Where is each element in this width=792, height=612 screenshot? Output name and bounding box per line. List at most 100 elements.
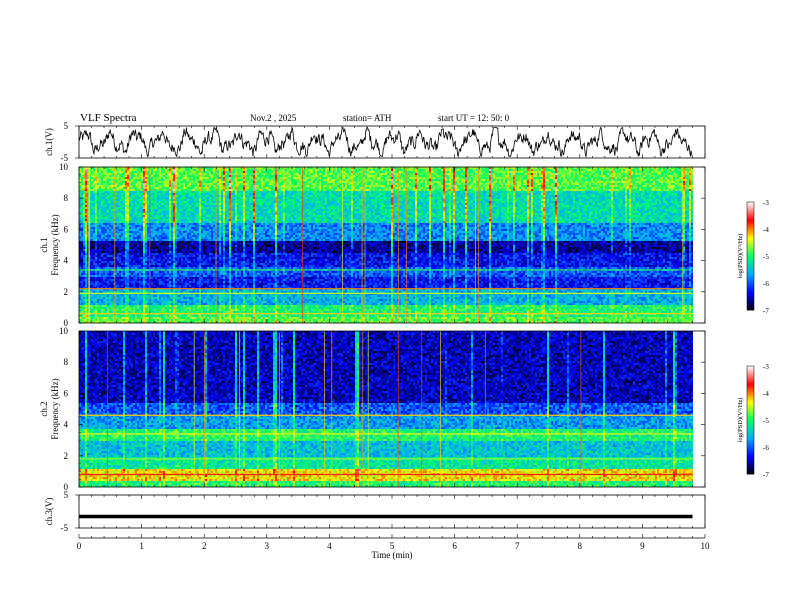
spectrum-cell [97,301,99,303]
spectrum-cell [95,179,97,181]
spectrum-cell [101,181,103,183]
spectrum-cell [99,171,101,173]
spectrum-cell [93,221,95,223]
spectrum-cell [85,297,87,299]
spectrum-cell [85,183,87,185]
spectrum-cell [93,297,95,299]
spectrum-cell [99,175,101,177]
spectrum-cell [93,299,95,301]
spectrum-cell [93,225,95,227]
spectrum-cell [99,307,101,309]
spectrum-cell [91,201,93,203]
spectrum-cell [93,303,95,305]
spectrum-cell [91,181,93,183]
spectrum-cell [97,261,99,263]
spectrum-cell [93,279,95,281]
spectrum-cell [81,267,83,269]
spectrum-cell [85,295,87,297]
spectrum-cell [85,197,87,199]
spectrum-cell [99,211,101,213]
spectrum-cell [97,183,99,185]
spectrum-cell [83,191,85,193]
spectrum-cell [93,309,95,311]
spectrum-cell [85,267,87,269]
spectrum-cell [95,299,97,301]
spectrum-cell [83,279,85,281]
spectrum-cell [101,179,103,181]
spectrum-cell [95,315,97,317]
spectrum-cell [83,189,85,191]
spectrum-cell [99,221,101,223]
spectrum-cell [95,267,97,269]
spectrum-cell [97,255,99,257]
spectrum-cell [99,291,101,293]
spectrum-cell [83,283,85,285]
spectrum-cell [93,195,95,197]
spectrum-cell [97,233,99,235]
spectrum-cell [99,233,101,235]
spectrum-cell [85,205,87,207]
spectrum-cell [91,215,93,217]
spectrum-cell [99,255,101,257]
spectrum-cell [83,175,85,177]
spectrum-cell [97,221,99,223]
spectrum-cell [83,271,85,273]
spectrum-cell [93,275,95,277]
spectrum-cell [83,221,85,223]
spectrum-cell [85,251,87,253]
spectrum-cell [95,317,97,319]
spectrum-cell [93,175,95,177]
spectrum-cell [83,261,85,263]
spectrum-cell [97,213,99,215]
spectrum-cell [85,311,87,313]
spectrum-cell [95,197,97,199]
spectrum-cell [95,169,97,171]
spectrum-cell [101,219,103,221]
spectrum-cell [91,241,93,243]
spectrum-cell [83,227,85,229]
spectrum-cell [81,191,83,193]
spectrum-cell [91,227,93,229]
spectrum-cell [95,283,97,285]
spectrum-cell [81,187,83,189]
spectrum-cell [91,193,93,195]
spectrum-cell [97,239,99,241]
spectrum-cell [99,197,101,199]
spectrum-cell [99,181,101,183]
spectrum-cell [81,307,83,309]
spectrum-cell [85,247,87,249]
spectrum-cell [85,221,87,223]
spectrum-cell [83,183,85,185]
spectrum-cell [83,267,85,269]
spectrum-cell [99,199,101,201]
spectrum-cell [81,251,83,253]
spectrum-cell [99,187,101,189]
spectrum-cell [95,303,97,305]
spectrum-cell [81,205,83,207]
spectrum-cell [83,241,85,243]
spectrum-cell [95,239,97,241]
spectrum-cell [97,271,99,273]
spectrum-cell [83,219,85,221]
spectrum-cell [95,173,97,175]
spectrum-cell [95,233,97,235]
spectrum-cell [97,281,99,283]
spectrum-cell [81,215,83,217]
spectrum-cell [93,271,95,273]
spectrum-cell [97,205,99,207]
spectrum-cell [99,273,101,275]
spectrum-cell [91,199,93,201]
spectrum-cell [95,227,97,229]
spectrum-cell [91,319,93,321]
spectrum-cell [93,255,95,257]
spectrum-cell [83,249,85,251]
spectrum-cell [81,315,83,317]
spectrum-cell [95,297,97,299]
spectrum-cell [93,267,95,269]
spectrum-cell [97,267,99,269]
spectrum-cell [81,175,83,177]
spectrum-cell [81,193,83,195]
spectrum-cell [85,249,87,251]
spectrum-cell [83,257,85,259]
spectrum-cell [97,231,99,233]
